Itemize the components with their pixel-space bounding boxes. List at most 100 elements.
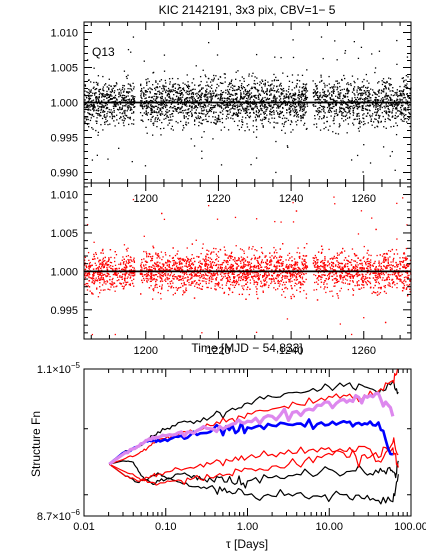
data-point bbox=[388, 103, 390, 105]
data-point bbox=[395, 112, 397, 114]
data-point bbox=[328, 109, 330, 111]
data-point bbox=[334, 285, 336, 287]
data-point bbox=[297, 94, 300, 97]
data-point bbox=[341, 79, 343, 81]
data-point bbox=[103, 111, 105, 113]
data-point bbox=[387, 117, 389, 120]
data-point bbox=[369, 277, 371, 279]
data-point bbox=[373, 104, 375, 107]
data-point bbox=[219, 93, 222, 95]
data-point bbox=[185, 100, 187, 103]
data-point bbox=[210, 104, 212, 106]
data-point bbox=[331, 107, 333, 109]
data-point bbox=[176, 108, 178, 111]
data-point bbox=[271, 106, 274, 109]
data-point bbox=[246, 114, 249, 116]
data-point bbox=[406, 87, 408, 89]
data-point bbox=[89, 290, 91, 292]
data-point bbox=[388, 118, 390, 121]
data-point bbox=[117, 104, 119, 106]
data-point bbox=[106, 86, 108, 88]
data-point bbox=[326, 106, 329, 109]
data-point bbox=[405, 271, 407, 273]
data-point bbox=[243, 288, 245, 291]
data-point bbox=[297, 119, 299, 121]
data-point bbox=[407, 95, 410, 97]
data-point bbox=[391, 104, 394, 106]
data-point bbox=[342, 115, 344, 117]
data-point bbox=[247, 265, 249, 267]
data-point bbox=[286, 263, 288, 266]
data-point bbox=[113, 103, 116, 106]
data-point bbox=[252, 108, 254, 110]
data-point bbox=[380, 267, 383, 270]
data-point bbox=[359, 98, 361, 101]
data-point bbox=[319, 96, 321, 98]
data-point bbox=[403, 114, 406, 117]
data-point bbox=[330, 91, 333, 93]
data-point bbox=[211, 79, 213, 81]
data-point bbox=[300, 119, 302, 122]
data-point bbox=[165, 82, 167, 84]
data-point bbox=[90, 109, 92, 111]
data-point bbox=[213, 251, 215, 253]
data-point bbox=[192, 93, 195, 96]
data-point bbox=[217, 78, 220, 80]
data-point bbox=[181, 96, 184, 98]
data-point bbox=[385, 111, 387, 114]
data-point bbox=[375, 105, 377, 107]
data-point bbox=[271, 255, 273, 257]
data-point bbox=[343, 108, 346, 110]
data-point bbox=[164, 91, 167, 93]
data-point bbox=[144, 89, 147, 92]
data-point bbox=[152, 106, 154, 108]
data-point bbox=[201, 119, 204, 121]
data-point bbox=[110, 286, 112, 288]
data-point bbox=[383, 259, 385, 261]
data-point bbox=[88, 108, 90, 110]
data-point bbox=[245, 273, 247, 275]
data-point bbox=[154, 120, 156, 122]
data-point bbox=[401, 120, 404, 122]
data-point bbox=[219, 286, 221, 289]
data-point bbox=[301, 258, 304, 260]
data-point bbox=[151, 109, 153, 111]
data-point bbox=[400, 107, 402, 109]
data-point bbox=[331, 94, 333, 96]
data-point bbox=[293, 94, 296, 96]
data-point bbox=[190, 258, 193, 260]
data-point bbox=[317, 96, 319, 99]
data-point bbox=[403, 276, 406, 279]
data-point bbox=[148, 100, 151, 103]
data-point bbox=[242, 98, 244, 100]
data-point bbox=[323, 114, 325, 117]
data-point bbox=[323, 281, 325, 284]
data-point bbox=[105, 275, 107, 278]
data-point bbox=[344, 110, 346, 112]
data-point bbox=[113, 257, 116, 259]
data-point bbox=[205, 99, 207, 101]
data-point bbox=[160, 114, 162, 116]
data-point bbox=[347, 96, 349, 98]
data-point bbox=[122, 99, 125, 101]
data-point bbox=[125, 272, 127, 274]
data-point bbox=[385, 94, 387, 96]
data-point bbox=[200, 108, 203, 110]
data-point bbox=[96, 83, 98, 86]
data-point bbox=[126, 91, 128, 94]
data-point bbox=[252, 111, 255, 114]
data-point bbox=[407, 104, 409, 107]
data-point bbox=[244, 264, 247, 266]
data-point bbox=[253, 112, 255, 114]
data-point bbox=[255, 267, 257, 269]
data-point bbox=[223, 126, 226, 128]
data-point bbox=[88, 275, 90, 277]
data-point bbox=[106, 104, 108, 106]
data-point bbox=[400, 99, 402, 101]
data-point bbox=[98, 96, 100, 98]
data-point bbox=[334, 103, 337, 106]
data-point bbox=[346, 90, 348, 92]
data-point bbox=[333, 255, 335, 258]
data-point bbox=[214, 104, 217, 107]
data-point bbox=[282, 87, 285, 90]
